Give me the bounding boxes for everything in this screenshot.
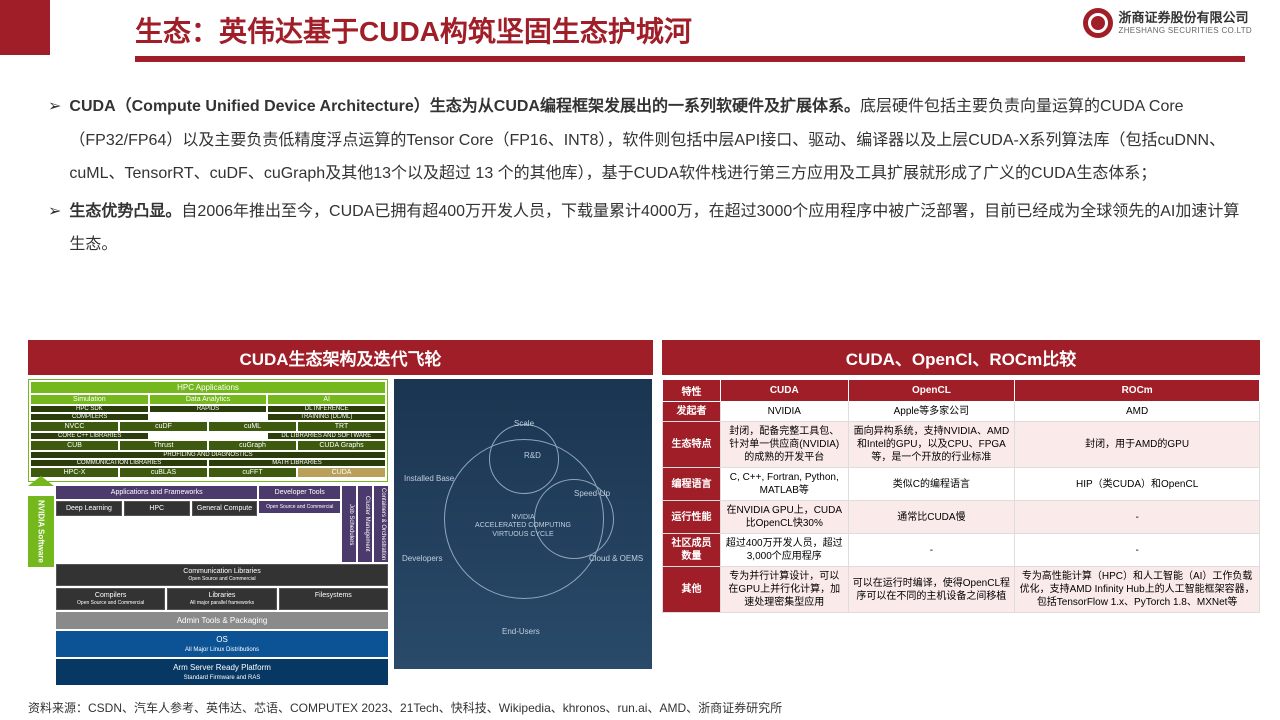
table-row: 编程语言C, C++, Fortran, Python, MATLAB等类似C的… (663, 468, 1260, 501)
source-citation: 资料来源：CSDN、汽车人参考、英伟达、芯语、COMPUTEX 2023、21T… (28, 699, 782, 716)
logo-icon (1083, 8, 1113, 38)
table-row: 生态特点封闭，配备完整工具包、针对单一供应商(NVIDIA)的成熟的开发平台面向… (663, 422, 1260, 468)
title-accent-block (0, 0, 50, 55)
logo-sub: ZHESHANG SECURITIES CO.LTD (1119, 26, 1252, 35)
logo-name: 浙商证券股份有限公司 (1119, 11, 1252, 25)
bullet-1: ➢ CUDA（Compute Unified Device Architectu… (48, 90, 1248, 191)
table-row: 社区成员数量超过400万开发人员，超过3,000个应用程序-- (663, 534, 1260, 567)
right-panel-title: CUDA、OpenCl、ROCm比较 (662, 340, 1260, 375)
title-underline (135, 56, 1245, 62)
comparison-table: 特性 CUDA OpenCL ROCm 发起者NVIDIAApple等多家公司A… (662, 379, 1260, 613)
b1-lead: CUDA（Compute Unified Device Architecture… (69, 98, 860, 115)
b2-rest: 自2006年推出至今，CUDA已拥有超400万开发人员，下载量累计4000万，在… (69, 203, 1239, 254)
table-row: 运行性能在NVIDIA GPU上，CUDA比OpenCL快30%通常比CUDA慢… (663, 501, 1260, 534)
arrow-up-icon (28, 476, 54, 486)
right-panel: CUDA、OpenCl、ROCm比较 特性 CUDA OpenCL ROCm 发… (662, 340, 1260, 613)
hpc-apps: HPC Applications (31, 382, 385, 393)
slide-title: 生态：英伟达基于CUDA构筑坚固生态护城河 (135, 10, 692, 50)
bullet-mark: ➢ (48, 90, 61, 191)
flywheel-diagram: Scale R&D Speed-Up Installed Base Develo… (394, 379, 652, 669)
title-text: 生态：英伟达基于CUDA构筑坚固生态护城河 (135, 10, 692, 50)
left-panel: CUDA生态架构及迭代飞轮 HPC Applications Simulatio… (28, 340, 653, 685)
table-row: 发起者NVIDIAApple等多家公司AMD (663, 402, 1260, 422)
left-panel-title: CUDA生态架构及迭代飞轮 (28, 340, 653, 375)
bullet-mark: ➢ (48, 195, 61, 262)
body-bullets: ➢ CUDA（Compute Unified Device Architectu… (48, 90, 1248, 266)
bullet-2: ➢ 生态优势凸显。自2006年推出至今，CUDA已拥有超400万开发人员，下载量… (48, 195, 1248, 262)
table-row: 其他专为并行计算设计，可以在GPU上并行化计算，加速处理密集型应用可以在运行时编… (663, 567, 1260, 613)
nv-sidebar: NVIDIA Software (28, 496, 54, 567)
architecture-diagram: HPC Applications Simulation Data Analyti… (28, 379, 388, 685)
b2-lead: 生态优势凸显。 (69, 203, 181, 220)
company-logo: 浙商证券股份有限公司 ZHESHANG SECURITIES CO.LTD (1083, 8, 1252, 38)
